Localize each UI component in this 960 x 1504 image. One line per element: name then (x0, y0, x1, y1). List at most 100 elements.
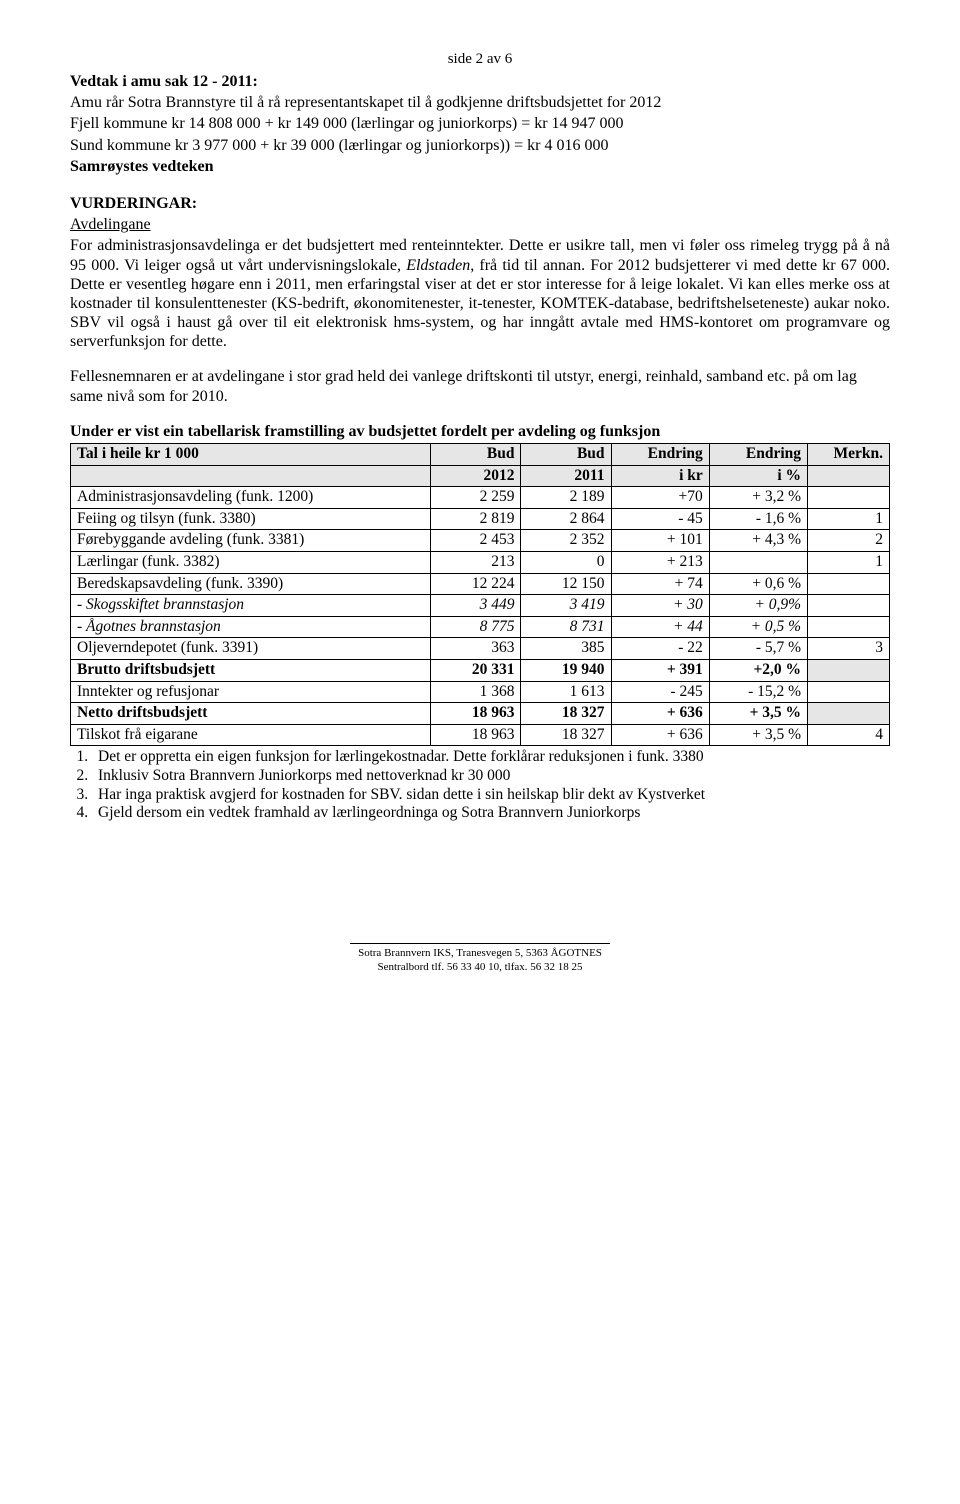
table-cell: 2 864 (521, 508, 611, 530)
table-cell: 1 368 (431, 681, 521, 703)
table-cell: + 0,6 % (709, 573, 807, 595)
intro-line-2: Fjell kommune kr 14 808 000 + kr 149 000… (70, 114, 890, 133)
table-cell: - 1,6 % (709, 508, 807, 530)
table-cell: 2 (808, 530, 890, 552)
table-cell: 3 449 (431, 595, 521, 617)
table-cell: +70 (611, 487, 709, 509)
table-cell: + 3,5 % (709, 724, 807, 746)
intro-line-3: Sund kommune kr 3 977 000 + kr 39 000 (l… (70, 136, 890, 155)
th-2012: 2012 (431, 465, 521, 487)
table-cell: 213 (431, 551, 521, 573)
table-row: Feiing og tilsyn (funk. 3380)2 8192 864-… (71, 508, 890, 530)
table-cell: Oljeverndepotet (funk. 3391) (71, 638, 431, 660)
table-cell: - 15,2 % (709, 681, 807, 703)
table-cell: - 5,7 % (709, 638, 807, 660)
table-row: Inntekter og refusjonar1 3681 613- 245- … (71, 681, 890, 703)
table-cell: + 213 (611, 551, 709, 573)
table-cell: 0 (521, 551, 611, 573)
table-cell: - 22 (611, 638, 709, 660)
table-header-row-2: 2012 2011 i kr i % (71, 465, 890, 487)
table-cell: + 74 (611, 573, 709, 595)
table-row: Beredskapsavdeling (funk. 3390)12 22412 … (71, 573, 890, 595)
samroystes: Samrøystes vedteken (70, 157, 890, 176)
table-cell: 2 453 (431, 530, 521, 552)
table-cell: 18 963 (431, 703, 521, 725)
table-cell: 18 327 (521, 724, 611, 746)
table-cell: + 3,5 % (709, 703, 807, 725)
table-cell: 4 (808, 724, 890, 746)
table-cell: 2 819 (431, 508, 521, 530)
table-cell (808, 573, 890, 595)
table-cell: 2 189 (521, 487, 611, 509)
footer-line-1: Sotra Brannvern IKS, Tranesvegen 5, 5363… (70, 946, 890, 960)
heading-vedtak: Vedtak i amu sak 12 - 2011: (70, 72, 890, 91)
table-row: Administrasjonsavdeling (funk. 1200)2 25… (71, 487, 890, 509)
note-4: Gjeld dersom ein vedtek framhald av lærl… (92, 804, 890, 823)
table-cell (808, 595, 890, 617)
table-cell: 363 (431, 638, 521, 660)
table-cell: 1 (808, 551, 890, 573)
th-ipct: i % (709, 465, 807, 487)
th-endring-pct: Endring (709, 444, 807, 466)
th-label: Tal i heile kr 1 000 (71, 444, 431, 466)
table-cell: + 4,3 % (709, 530, 807, 552)
table-cell: - Ågotnes brannstasjon (71, 616, 431, 638)
table-cell: 8 775 (431, 616, 521, 638)
table-cell: 12 224 (431, 573, 521, 595)
page-footer: Sotra Brannvern IKS, Tranesvegen 5, 5363… (70, 943, 890, 975)
table-cell: Beredskapsavdeling (funk. 3390) (71, 573, 431, 595)
table-cell: Lærlingar (funk. 3382) (71, 551, 431, 573)
table-cell (808, 703, 890, 725)
table-row: - Skogsskiftet brannstasjon3 4493 419+ 3… (71, 595, 890, 617)
th-bud2012: Bud (431, 444, 521, 466)
th-merkn-2 (808, 465, 890, 487)
table-row: Netto driftsbudsjett18 96318 327+ 636+ 3… (71, 703, 890, 725)
table-cell: + 636 (611, 703, 709, 725)
table-cell: 8 731 (521, 616, 611, 638)
table-cell (709, 551, 807, 573)
table-cell: 20 331 (431, 659, 521, 681)
table-cell: 3 419 (521, 595, 611, 617)
body-paragraph-1: For administrasjonsavdelinga er det buds… (70, 236, 890, 351)
table-cell: +2,0 % (709, 659, 807, 681)
table-cell: - Skogsskiftet brannstasjon (71, 595, 431, 617)
table-cell: Administrasjonsavdeling (funk. 1200) (71, 487, 431, 509)
table-cell: Netto driftsbudsjett (71, 703, 431, 725)
intro-line-1: Amu rår Sotra Brannstyre til å rå repres… (70, 93, 890, 112)
body-paragraph-2: Fellesnemnaren er at avdelingane i stor … (70, 367, 890, 405)
table-cell: 1 613 (521, 681, 611, 703)
notes-list: Det er oppretta ein eigen funksjon for l… (70, 748, 890, 822)
th-merkn: Merkn. (808, 444, 890, 466)
table-cell: - 45 (611, 508, 709, 530)
table-cell: + 101 (611, 530, 709, 552)
table-cell: + 391 (611, 659, 709, 681)
table-row: Tilskot frå eigarane18 96318 327+ 636+ 3… (71, 724, 890, 746)
table-cell: 385 (521, 638, 611, 660)
table-row: Oljeverndepotet (funk. 3391)363385- 22- … (71, 638, 890, 660)
vurderingar-heading: VURDERINGAR: (70, 194, 890, 213)
table-cell: 19 940 (521, 659, 611, 681)
th-endring-kr: Endring (611, 444, 709, 466)
table-cell: 18 327 (521, 703, 611, 725)
note-3: Har inga praktisk avgjerd for kostnaden … (92, 786, 890, 805)
table-cell (808, 616, 890, 638)
table-cell (808, 659, 890, 681)
th-ikr: i kr (611, 465, 709, 487)
table-cell: + 30 (611, 595, 709, 617)
table-row: Brutto driftsbudsjett20 33119 940+ 391+2… (71, 659, 890, 681)
note-2: Inklusiv Sotra Brannvern Juniorkorps med… (92, 767, 890, 786)
note-1: Det er oppretta ein eigen funksjon for l… (92, 748, 890, 767)
table-cell: 18 963 (431, 724, 521, 746)
table-cell: 3 (808, 638, 890, 660)
table-cell (808, 681, 890, 703)
table-row: Lærlingar (funk. 3382)2130+ 213 1 (71, 551, 890, 573)
table-cell: Tilskot frå eigarane (71, 724, 431, 746)
page-number: side 2 av 6 (70, 50, 890, 68)
table-cell: + 44 (611, 616, 709, 638)
th-label-2 (71, 465, 431, 487)
table-cell (808, 487, 890, 509)
footer-line-2: Sentralbord tlf. 56 33 40 10, tlfax. 56 … (70, 960, 890, 974)
table-cell: Brutto driftsbudsjett (71, 659, 431, 681)
table-cell: 1 (808, 508, 890, 530)
table-cell: Førebyggande avdeling (funk. 3381) (71, 530, 431, 552)
